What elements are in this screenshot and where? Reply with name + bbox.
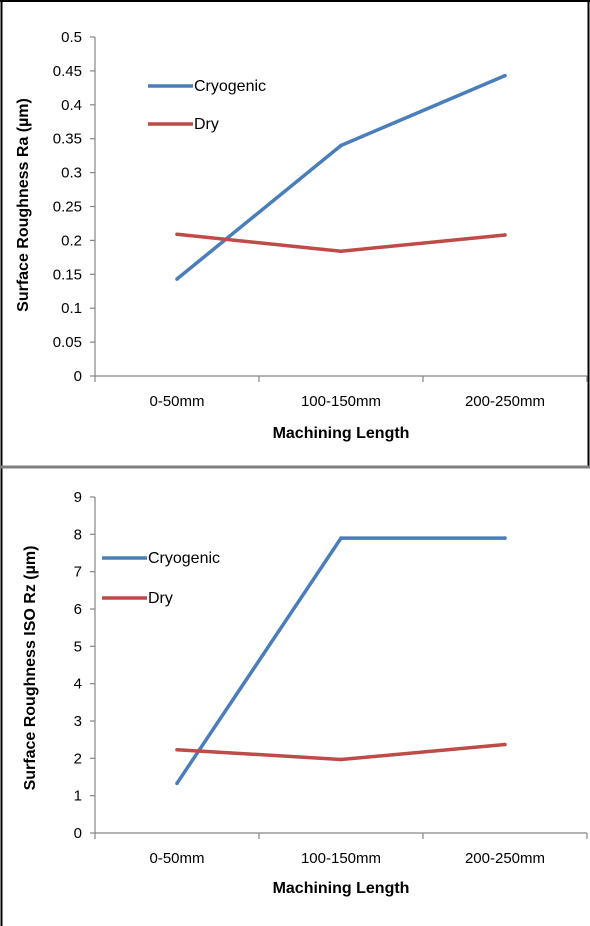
y-tick-label: 0.3: [61, 165, 82, 182]
x-tick-label: 200-250mm: [465, 850, 545, 867]
y-tick-label: 2: [74, 750, 82, 767]
y-tick-label: 0.5: [61, 29, 82, 46]
series-line-cryogenic: [175, 536, 505, 785]
chart-rz-yticks: 0 1 2 3 4 5 6 7 8 9: [74, 489, 95, 842]
y-tick-label: 3: [74, 713, 82, 730]
data-point-cryogenic: [339, 536, 343, 540]
x-tick-label: 0-50mm: [149, 850, 204, 867]
chart-ra-x-axis-title: Machining Length: [273, 425, 410, 442]
legend-label-cryogenic: Cryogenic: [148, 550, 220, 567]
chart-rz-series: [175, 536, 507, 786]
legend-label-dry: Dry: [194, 116, 219, 133]
data-point-cryogenic: [503, 536, 507, 540]
chart-ra-legend: Cryogenic Dry: [148, 78, 266, 133]
y-tick-label: 0.2: [61, 232, 82, 249]
chart-rz-xticks: 0-50mm 100-150mm 200-250mm: [94, 833, 588, 867]
chart-rz-x-axis-title: Machining Length: [273, 880, 410, 897]
data-point-cryogenic: [175, 277, 179, 281]
y-tick-label: 9: [74, 489, 82, 506]
data-point-cryogenic: [339, 143, 343, 148]
data-point-dry: [339, 757, 343, 762]
y-tick-label: 5: [74, 638, 82, 655]
chart-ra-series: [175, 73, 507, 281]
data-point-dry: [503, 233, 507, 237]
y-tick-label: 0: [74, 368, 82, 385]
y-tick-label: 6: [74, 601, 82, 618]
y-tick-label: 0: [74, 825, 82, 842]
legend-label-dry: Dry: [148, 590, 173, 607]
chart-ra-y-axis-title: Surface Roughness Ra (µm): [15, 98, 32, 312]
legend-label-cryogenic: Cryogenic: [194, 78, 266, 95]
series-line-dry: [176, 742, 506, 762]
series-line-cryogenic: [175, 73, 506, 281]
x-tick-label: 200-250mm: [465, 393, 545, 410]
chart-rz-y-axis-title: Surface Roughness ISO Rz (µm): [22, 546, 39, 791]
y-tick-label: 4: [74, 676, 82, 693]
y-tick-label: 0.1: [61, 300, 82, 317]
y-tick-label: 0.45: [53, 63, 82, 80]
chart-rz-legend: Cryogenic Dry: [102, 550, 220, 607]
chart-rz: 0 1 2 3 4 5 6 7 8 9 0-50mm 100-150mm 200-250mm Mach…: [22, 489, 588, 897]
y-tick-label: 0.25: [53, 199, 82, 216]
data-point-cryogenic: [503, 73, 507, 78]
y-tick-label: 7: [74, 564, 82, 581]
x-tick-label: 0-50mm: [149, 393, 204, 410]
chart-ra-axes: [94, 37, 587, 377]
x-tick-label: 100-150mm: [301, 850, 381, 867]
data-point-cryogenic: [175, 781, 179, 786]
chart-ra-yticks: 0 0.05 0.1 0.15 0.2 0.25 0.3 0.35 0.4 0.45 0.5: [53, 29, 95, 385]
x-tick-label: 100-150mm: [301, 393, 381, 410]
data-point-dry: [339, 249, 343, 254]
chart-ra: 0 0.05 0.1 0.15 0.2 0.25 0.3 0.35 0.4 0.45 0.5 0-5…: [15, 29, 588, 442]
y-tick-label: 8: [74, 526, 82, 543]
y-tick-label: 1: [74, 788, 82, 805]
chart-rz-axes: [94, 497, 587, 834]
data-point-dry: [175, 232, 179, 237]
y-tick-label: 0.05: [53, 334, 82, 351]
chart-ra-xticks: 0-50mm 100-150mm 200-250mm: [94, 376, 588, 410]
y-tick-label: 0.4: [61, 97, 82, 114]
y-tick-label: 0.15: [53, 266, 82, 283]
data-point-dry: [503, 742, 507, 747]
y-tick-label: 0.35: [53, 131, 82, 148]
data-point-dry: [175, 747, 179, 752]
